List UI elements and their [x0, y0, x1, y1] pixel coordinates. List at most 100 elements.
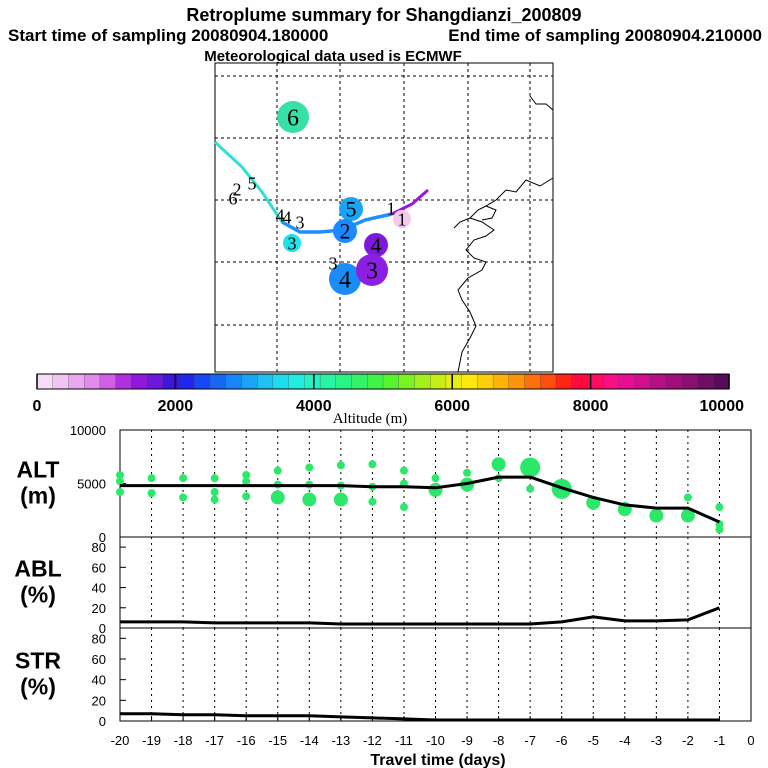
colorbar-cell — [681, 373, 699, 390]
colorbar-cell — [367, 373, 384, 390]
cluster-label: 1 — [387, 198, 396, 218]
colorbar-tick-label: 4000 — [296, 398, 332, 415]
series-line — [120, 475, 721, 524]
y-tick-label: 40 — [92, 673, 106, 688]
cluster-label: 2 — [340, 219, 351, 244]
cluster-circle — [277, 101, 309, 133]
y-tick-label: 5000 — [77, 477, 106, 492]
cluster-label: 6 — [229, 188, 238, 208]
start-time-label: Start time of sampling 20080904.180000 — [8, 26, 328, 45]
cluster-label: 6 — [287, 105, 299, 131]
scatter-point — [715, 525, 724, 534]
colorbar-cell — [52, 373, 70, 390]
cluster-circle — [364, 233, 388, 257]
scatter-point — [179, 493, 188, 502]
scatter-point — [336, 461, 345, 470]
scatter-point — [116, 477, 124, 486]
scatter-point — [242, 492, 251, 501]
colorbar-cell — [618, 373, 636, 390]
scatter-point — [210, 488, 219, 497]
x-tick-label: -13 — [331, 733, 350, 748]
y-tick-label: 40 — [92, 581, 106, 596]
colorbar-tick-label: 6000 — [434, 398, 470, 415]
cluster-label: 5 — [346, 197, 357, 222]
cluster-label: 4 — [283, 207, 292, 227]
colorbar-cell — [36, 373, 54, 390]
colorbar-cell — [131, 373, 148, 390]
colorbar-cell — [319, 373, 337, 390]
x-tick-label: 0 — [747, 733, 754, 748]
scatter-point — [242, 477, 251, 486]
panel-ylabel: ABL — [14, 556, 61, 582]
y-tick-label: 60 — [92, 560, 106, 575]
x-axis: -20 -19 -18 -17 -16 -15 -14 -13 -12 -11 -10 -9 -8 -7-… — [111, 716, 755, 768]
scatter-point — [210, 495, 219, 504]
panel-alt: 0 5000 10000 ALT(m) — [16, 423, 752, 545]
cluster-label: 3 — [329, 253, 338, 273]
scatter-point — [179, 474, 188, 483]
panel-ylabel-unit: (%) — [20, 582, 56, 608]
x-tick-label: -3 — [651, 733, 663, 748]
colorbar-cell — [225, 373, 243, 390]
figure-title: Retroplume summary for Shangdianzi_20080… — [186, 5, 581, 25]
colorbar-cell — [477, 373, 494, 390]
x-axis-label: Travel time (days) — [370, 752, 505, 768]
scatter-point — [242, 470, 251, 479]
scatter-point — [302, 492, 317, 507]
scatter-point — [680, 508, 695, 523]
scatter-point — [526, 484, 535, 493]
colorbar-cell — [430, 373, 447, 390]
scatter-point — [210, 474, 219, 483]
colorbar-cell — [194, 373, 211, 390]
cluster-label: 4 — [339, 267, 351, 293]
scatter-point — [147, 489, 156, 498]
panel-str: 0 20 40 60 80 STR(%) — [15, 627, 752, 729]
x-tick-label: -8 — [493, 733, 505, 748]
panel-ylabel-unit: (%) — [20, 674, 56, 700]
scatter-point — [116, 488, 124, 497]
y-tick-label: 80 — [92, 631, 106, 646]
x-tick-label: -4 — [619, 733, 631, 748]
x-tick-label: -6 — [556, 733, 568, 748]
scatter-point — [368, 497, 377, 506]
colorbar-cell — [335, 373, 353, 390]
colorbar-cell — [540, 373, 557, 390]
cluster-label: 4 — [371, 233, 382, 258]
colorbar-cell — [115, 373, 133, 390]
scatter-point — [399, 466, 408, 475]
colorbar-cell — [650, 373, 667, 390]
y-tick-label: 80 — [92, 540, 106, 555]
colorbar-cell — [272, 373, 290, 390]
y-tick-label: 20 — [92, 693, 106, 708]
y-tick-label: 60 — [92, 652, 106, 667]
scatter-point — [273, 466, 282, 475]
x-tick-label: -16 — [237, 733, 256, 748]
scatter-point — [116, 470, 124, 479]
scatter-point — [649, 508, 664, 523]
y-tick-label: 20 — [92, 601, 106, 616]
y-tick-label: 0 — [99, 714, 106, 729]
scatter-point — [305, 463, 314, 472]
colorbar-cell — [524, 373, 541, 390]
cluster-circle — [283, 234, 301, 252]
scatter-point — [491, 457, 506, 472]
colorbar-cell — [697, 373, 714, 390]
colorbar-cells — [36, 373, 730, 390]
colorbar-cell — [351, 373, 368, 390]
colorbar-cell — [571, 373, 589, 390]
colorbar-cell — [304, 373, 321, 390]
cluster-label: 5 — [248, 173, 257, 193]
colorbar-cell — [288, 373, 306, 390]
cluster-circle — [339, 197, 363, 221]
time-series-panels: 0500010000ALT(m)020406080ABL(%)020406080… — [14, 423, 754, 768]
x-tick-label: -5 — [587, 733, 599, 748]
x-tick-label: -18 — [174, 733, 193, 748]
x-tick-label: -19 — [142, 733, 161, 748]
panel-abl: 0 20 40 60 80 ABL(%) — [14, 536, 752, 636]
trajectory-main-segment — [281, 212, 393, 234]
colorbar-cell — [382, 373, 400, 390]
scatter-point — [431, 474, 440, 483]
colorbar-cell — [665, 373, 683, 390]
